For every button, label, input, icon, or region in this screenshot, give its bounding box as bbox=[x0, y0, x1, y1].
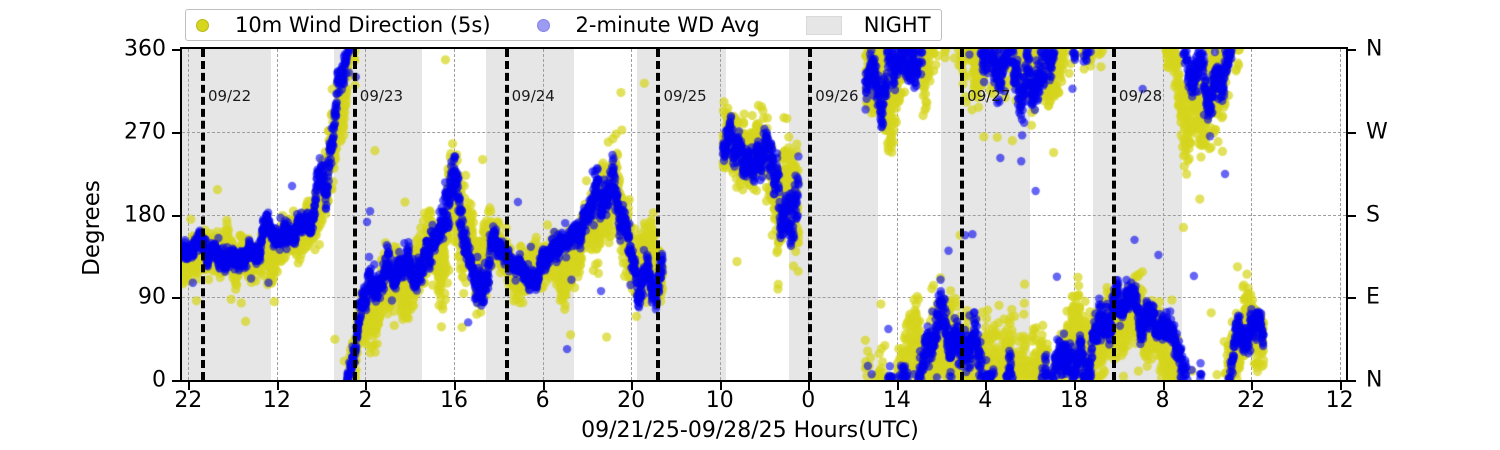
x-tick-label: 16 bbox=[440, 388, 469, 413]
scatter-canvas bbox=[182, 49, 1346, 380]
y-tick-label-right: S bbox=[1366, 202, 1380, 227]
y-tick-mark-left bbox=[172, 297, 180, 300]
day-label: 09/24 bbox=[511, 87, 555, 105]
x-tick-mark bbox=[454, 382, 457, 390]
x-tick-mark bbox=[808, 382, 811, 390]
day-label: 09/28 bbox=[1118, 87, 1163, 105]
plot-area: 09/22 09/23 09/24 09/25 09/26 09/27 09/28 bbox=[180, 47, 1348, 382]
y-tick-mark-right bbox=[1348, 49, 1356, 51]
x-tick-label: 8 bbox=[1155, 388, 1170, 413]
x-tick-mark bbox=[1073, 382, 1076, 390]
y-tick-label-right: N bbox=[1366, 367, 1383, 393]
y-tick-mark-right bbox=[1348, 131, 1356, 134]
x-tick-label: 20 bbox=[617, 388, 646, 413]
day-label: 09/25 bbox=[663, 87, 707, 105]
y-tick-mark-left bbox=[172, 131, 180, 134]
day-boundary-line bbox=[200, 49, 205, 380]
legend-label-wd-2min: 2-minute WD Avg bbox=[575, 13, 760, 37]
x-tick-label: 2 bbox=[358, 388, 373, 413]
day-label: 09/23 bbox=[359, 87, 404, 105]
y-tick-label-right: N bbox=[1366, 36, 1383, 62]
x-tick-mark bbox=[542, 382, 545, 390]
y-tick-label-right: W bbox=[1366, 119, 1388, 145]
x-tick-label: 18 bbox=[1059, 388, 1088, 413]
x-axis-label: 09/21/25-09/28/25 Hours(UTC) bbox=[581, 418, 919, 443]
day-boundary-line bbox=[808, 49, 813, 380]
day-boundary-line bbox=[352, 49, 357, 380]
y-tick-label-left: 0 bbox=[152, 367, 166, 393]
x-tick-label: 12 bbox=[1325, 388, 1354, 413]
day-label: 09/27 bbox=[967, 87, 1011, 105]
x-tick-label: 22 bbox=[174, 388, 203, 413]
x-tick-mark bbox=[896, 382, 899, 390]
legend-marker-wd-2min bbox=[536, 18, 550, 32]
x-tick-mark bbox=[631, 382, 634, 390]
x-tick-mark bbox=[1339, 382, 1342, 390]
day-label: 09/26 bbox=[815, 87, 859, 105]
x-tick-label: 14 bbox=[882, 388, 911, 413]
day-boundary-line bbox=[504, 49, 509, 380]
y-tick-label-left: 180 bbox=[124, 202, 166, 227]
x-tick-mark bbox=[276, 382, 279, 390]
day-boundary-lines bbox=[182, 49, 1346, 380]
day-label: 09/22 bbox=[207, 87, 252, 105]
legend-item-night: NIGHT bbox=[805, 13, 931, 37]
x-tick-label: 4 bbox=[978, 388, 993, 413]
x-tick-label: 10 bbox=[705, 388, 734, 413]
y-tick-label-left: 90 bbox=[138, 284, 166, 310]
y-tick-label-left: 270 bbox=[124, 119, 166, 145]
chart-legend: 10m Wind Direction (5s) 2-minute WD Avg … bbox=[185, 9, 942, 41]
legend-label-wd-5s: 10m Wind Direction (5s) bbox=[235, 13, 491, 37]
legend-marker-wd-5s bbox=[196, 18, 209, 32]
x-tick-mark bbox=[719, 382, 722, 390]
y-tick-label-right: E bbox=[1366, 284, 1380, 310]
day-boundary-line bbox=[656, 49, 661, 380]
x-tick-label: 22 bbox=[1237, 388, 1266, 413]
legend-swatch-night bbox=[805, 15, 842, 35]
x-tick-mark bbox=[1162, 382, 1165, 390]
y-tick-label-left: 360 bbox=[124, 36, 166, 62]
x-tick-label: 12 bbox=[262, 388, 291, 413]
x-tick-mark bbox=[365, 382, 368, 390]
legend-item-wd-2min: 2-minute WD Avg bbox=[536, 13, 760, 37]
x-tick-mark bbox=[1251, 382, 1254, 390]
day-boundary-line bbox=[960, 49, 965, 380]
x-tick-label: 6 bbox=[535, 388, 550, 413]
x-tick-mark bbox=[188, 382, 191, 390]
legend-item-wd-5s: 10m Wind Direction (5s) bbox=[196, 13, 491, 37]
x-tick-mark bbox=[985, 382, 988, 390]
day-boundary-line bbox=[1111, 49, 1116, 380]
y-tick-mark-left bbox=[172, 49, 180, 51]
y-tick-mark-right bbox=[1348, 380, 1356, 382]
y-tick-mark-left bbox=[172, 380, 180, 382]
day-labels-layer: 09/22 09/23 09/24 09/25 09/26 09/27 09/28 bbox=[182, 49, 1346, 380]
legend-label-night: NIGHT bbox=[863, 13, 931, 37]
y-tick-mark-left bbox=[172, 214, 180, 217]
x-tick-label: 0 bbox=[801, 388, 816, 413]
y-tick-mark-right bbox=[1348, 297, 1356, 300]
y-tick-mark-right bbox=[1348, 214, 1356, 217]
y-axis-label: Degrees bbox=[79, 180, 105, 276]
